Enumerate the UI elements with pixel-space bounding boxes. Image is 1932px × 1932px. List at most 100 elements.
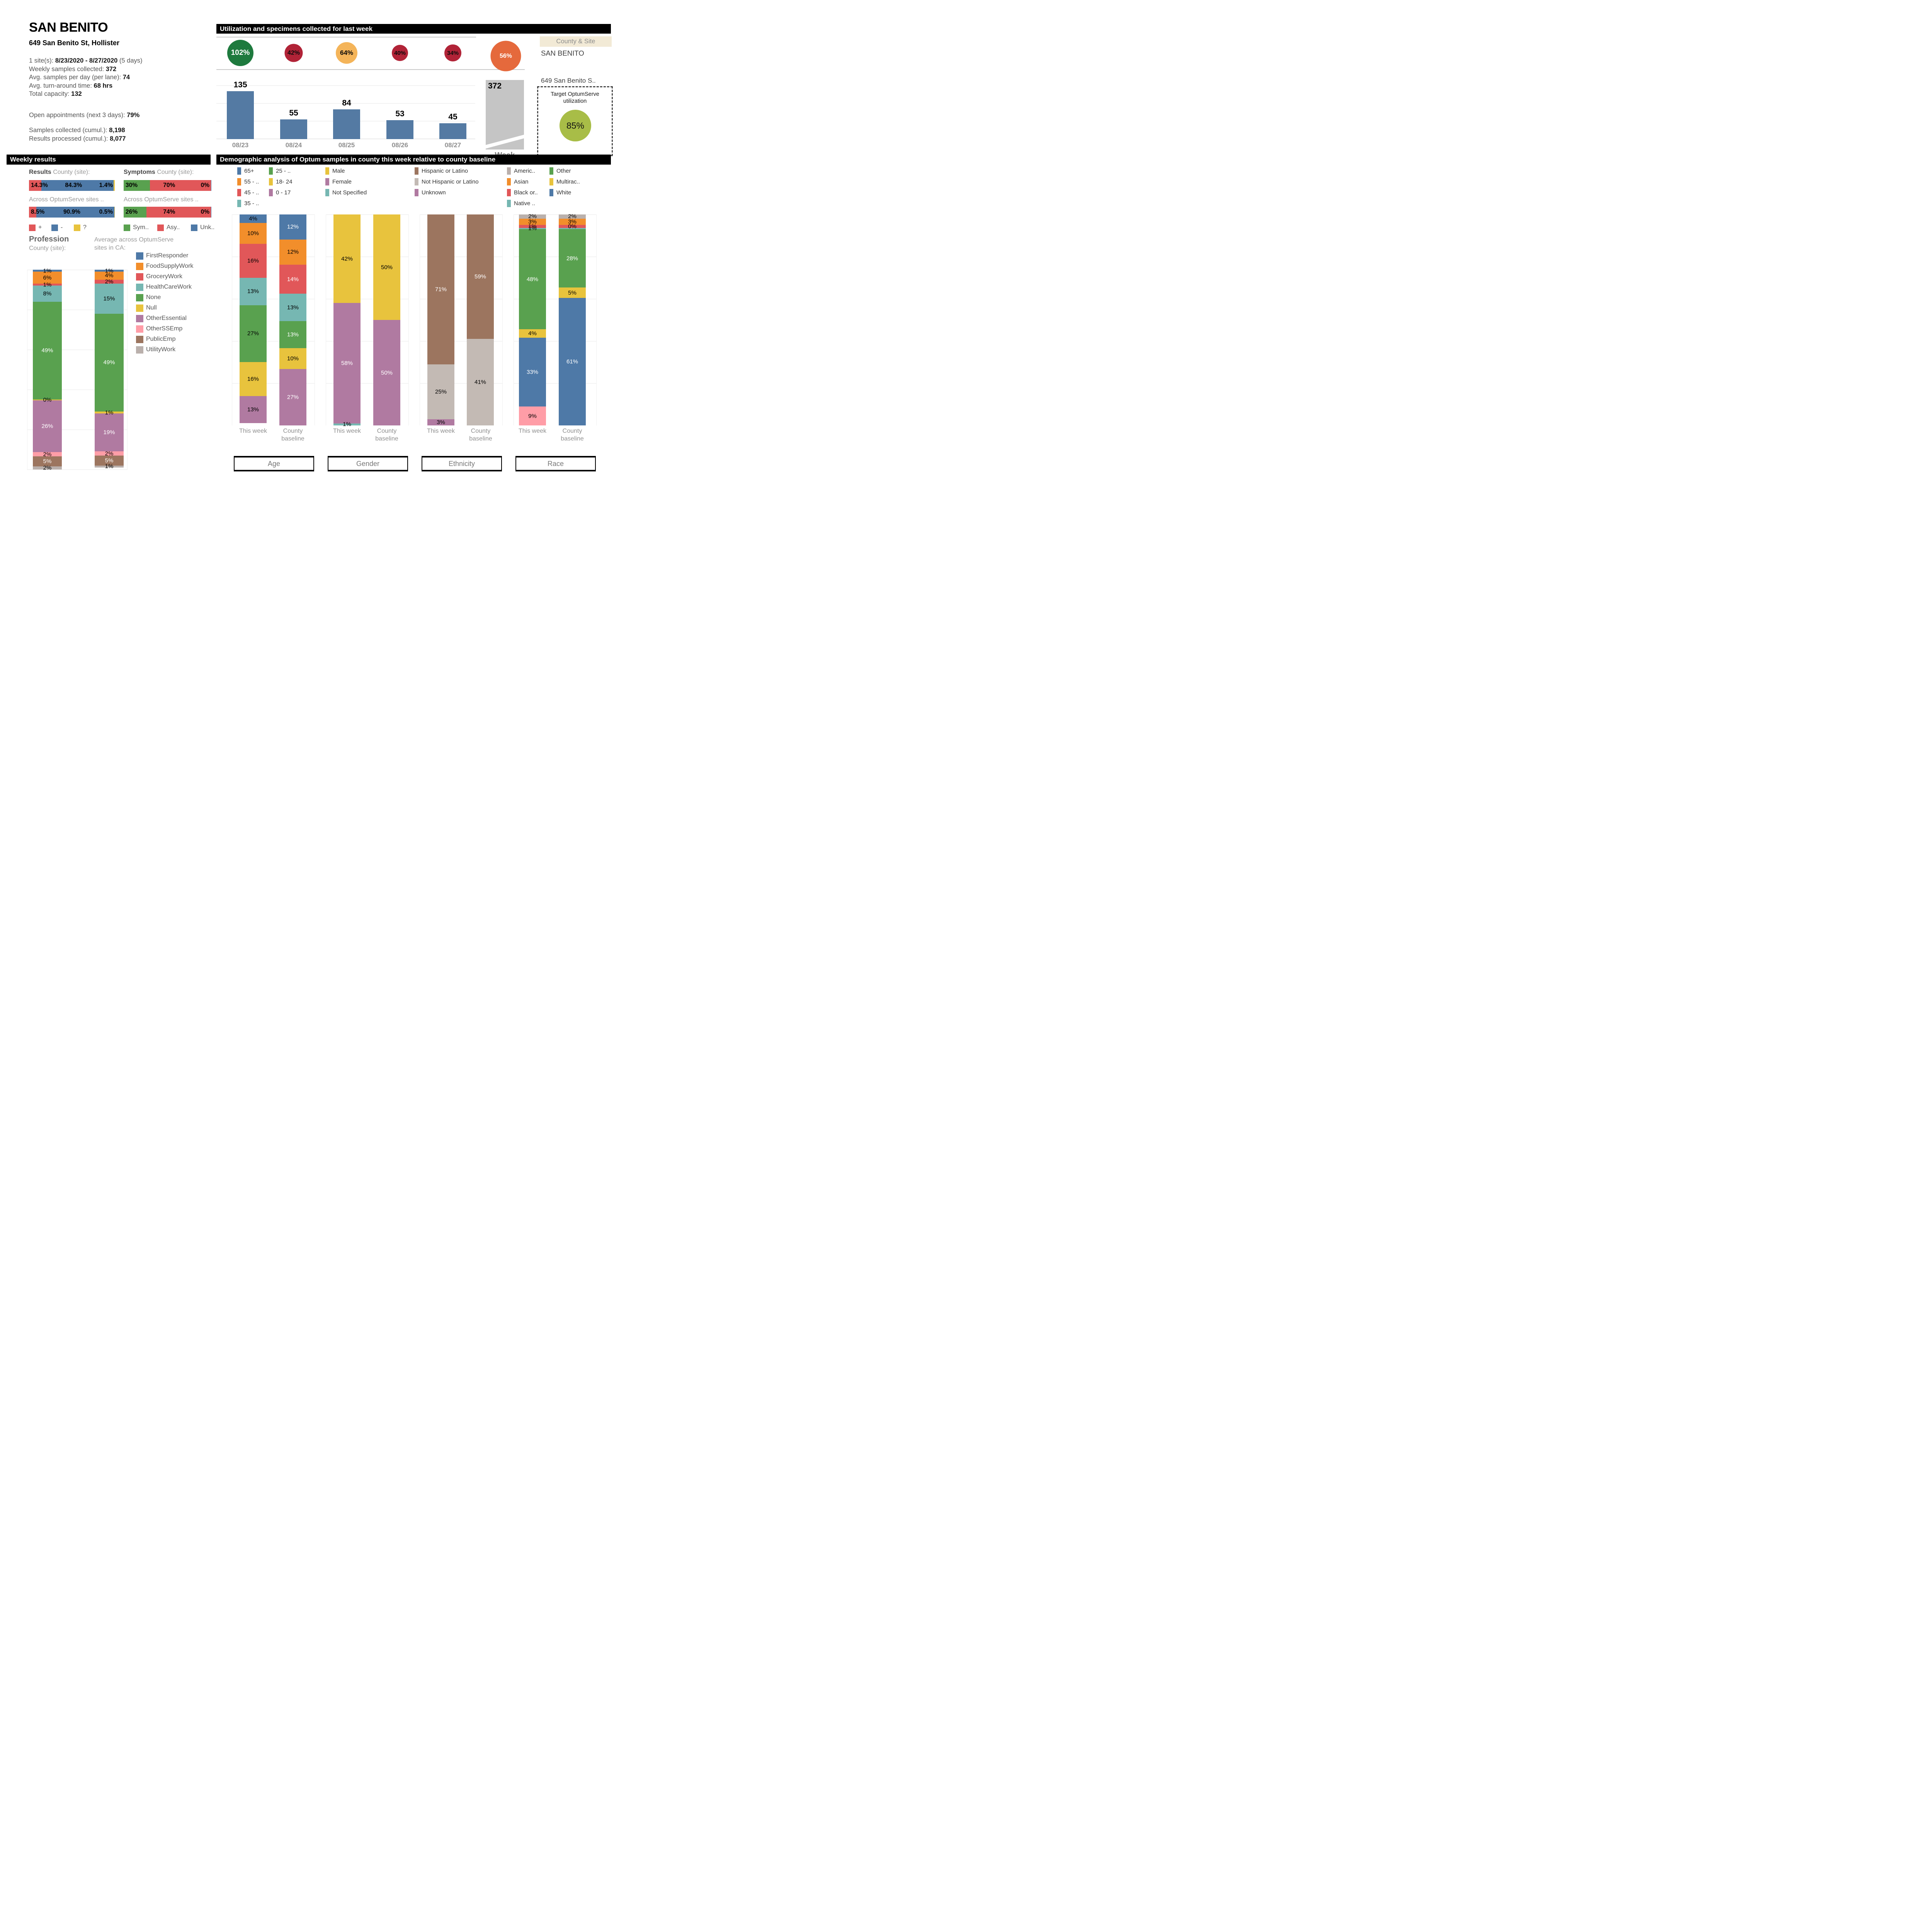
results-across-label: Across OptumServe sites .. xyxy=(29,196,104,203)
segment: 41% xyxy=(467,339,494,425)
weekly-results-header: Weekly results xyxy=(7,155,211,165)
legend-age-55: 55 - .. xyxy=(237,178,259,185)
results-across-labels: 8.5% 90.9% 0.5% xyxy=(31,209,113,215)
segment: 0% xyxy=(559,223,586,230)
segment: 33% xyxy=(519,337,546,407)
samples-bar: 84 xyxy=(333,99,360,139)
segment: 3% xyxy=(427,419,454,425)
legend-symptomatic: Sym.. xyxy=(124,224,149,231)
segment: 3% xyxy=(519,218,546,225)
day-column: 102% 135 08/23 xyxy=(227,39,254,149)
segment: 48% xyxy=(519,229,546,330)
legend-swatch xyxy=(124,224,130,231)
segment-publicemp: 5% xyxy=(95,455,124,466)
legend-not-specified: Not Specified xyxy=(325,189,367,196)
segment-utilitywork: 1% xyxy=(95,463,124,470)
week-shape-slash xyxy=(486,133,524,150)
results-across-bar: 8.5% 90.9% 0.5% xyxy=(29,207,115,218)
day-column: 34% 45 08/27 xyxy=(439,39,466,149)
legend-swatch xyxy=(136,273,143,281)
legend-age-0-17: 0 - 17 xyxy=(269,189,291,196)
legend-inconclusive: ? xyxy=(74,224,87,231)
legend-item: UtilityWork xyxy=(136,346,193,354)
legend-swatch xyxy=(136,304,143,312)
date-label: 08/25 xyxy=(338,141,355,149)
samples-bar: 53 xyxy=(386,109,413,139)
profession-title: Profession xyxy=(29,235,69,243)
segment: 16% xyxy=(240,362,267,396)
segment: 16% xyxy=(240,244,267,278)
segment: 4% xyxy=(240,214,267,223)
legend-black: Black or.. xyxy=(507,189,538,196)
group-box-gender: Gender xyxy=(328,456,408,471)
samples-value: 84 xyxy=(342,99,351,107)
segment-utilitywork: 2% xyxy=(33,464,62,471)
group-box-ethnicity: Ethnicity xyxy=(422,456,502,471)
segment-null: 1% xyxy=(95,409,124,416)
segment: 1% xyxy=(519,223,546,230)
legend-ethnicity-unknown: Unknown xyxy=(415,189,446,196)
segment-grocerywork: 2% xyxy=(95,278,124,285)
legend-swatch xyxy=(136,346,143,354)
segment-otherssemp: 2% xyxy=(95,450,124,457)
race-this-week-bar: 2% 3% 1% 1% 48% 4% 33% 9% xyxy=(519,213,546,425)
samples-bar: 135 xyxy=(227,80,254,139)
legend-item: PublicEmp xyxy=(136,335,193,343)
stat-open-appointments: Open appointments (next 3 days): 79% xyxy=(29,112,140,119)
legend-item: GroceryWork xyxy=(136,273,193,281)
site-filter-value[interactable]: 649 San Benito S.. xyxy=(541,77,596,84)
stat-turnaround: Avg. turn-around time: 68 hrs xyxy=(29,82,113,89)
target-utilization-label: Target OptumServe utilization xyxy=(551,91,599,104)
legend-native: Native .. xyxy=(507,199,535,207)
county-site-filter[interactable]: County & Site xyxy=(540,36,612,47)
segment: 50% xyxy=(373,214,400,320)
legend-male: Male xyxy=(325,167,345,175)
county-filter-value[interactable]: SAN BENITO xyxy=(541,49,584,57)
segment: 25% xyxy=(427,364,454,419)
profession-legend: FirstResponder FoodSupplyWork GroceryWor… xyxy=(136,252,193,357)
segment: 61% xyxy=(559,298,586,425)
race-county-baseline-bar: 2% 3% 0% 28% 5% 61% xyxy=(559,213,586,425)
segment-otheressential: 19% xyxy=(95,413,124,452)
symptoms-subtitle: Symptoms County (site): xyxy=(124,169,194,175)
day-column: 64% 84 08/25 xyxy=(333,39,360,149)
segment: 27% xyxy=(279,369,306,425)
negative-segment xyxy=(41,180,114,191)
segment-firstresponder: 1% xyxy=(95,267,124,274)
segment-foodsupplywork: 4% xyxy=(95,272,124,280)
legend-item: None xyxy=(136,294,193,301)
segment-publicemp: 5% xyxy=(33,456,62,466)
segment: 50% xyxy=(373,320,400,425)
legend-not-hispanic: Not Hispanic or Latino xyxy=(415,178,479,185)
symptoms-county-labels: 30% 70% 0% xyxy=(126,182,209,189)
legend-asian: Asian xyxy=(507,178,529,185)
samples-value: 55 xyxy=(289,109,298,117)
samples-value: 135 xyxy=(233,80,247,89)
symptoms-across-label: Across OptumServe sites .. xyxy=(124,196,199,203)
legend-hispanic: Hispanic or Latino xyxy=(415,167,468,175)
legend-swatch xyxy=(74,224,80,231)
day-column: 40% 53 08/26 xyxy=(386,39,413,149)
utilization-pct-circle: 64% xyxy=(336,42,357,64)
legend-item: FoodSupplyWork xyxy=(136,262,193,270)
segment-grocerywork: 1% xyxy=(33,281,62,288)
site-cumulative-stats: Samples collected (cumul.): 8,198 Result… xyxy=(29,126,126,143)
segment: 13% xyxy=(240,277,267,305)
segment-otheressential: 26% xyxy=(33,400,62,452)
segment: 42% xyxy=(333,214,361,303)
segment: 10% xyxy=(279,348,306,369)
legend-other-race: Other xyxy=(549,167,571,175)
results-county-bar: 14.3% 84.3% 1.4% xyxy=(29,180,115,191)
age-county-baseline-bar: 12% 12% 14% 13% 13% 10% 27% xyxy=(279,214,306,425)
week-total-shape xyxy=(486,80,524,150)
utilization-pct-circle: 42% xyxy=(284,44,303,62)
legend-age-25: 25 - .. xyxy=(269,167,291,175)
legend-age-35: 35 - .. xyxy=(237,199,259,207)
legend-swatch xyxy=(136,252,143,260)
segment: 4% xyxy=(519,329,546,338)
legend-white: White xyxy=(549,189,571,196)
segment: 12% xyxy=(279,214,306,240)
target-utilization-circle: 85% xyxy=(560,110,591,141)
ethnicity-county-baseline-bar: 59% 41% xyxy=(467,214,494,425)
asymptomatic-segment xyxy=(146,207,211,218)
